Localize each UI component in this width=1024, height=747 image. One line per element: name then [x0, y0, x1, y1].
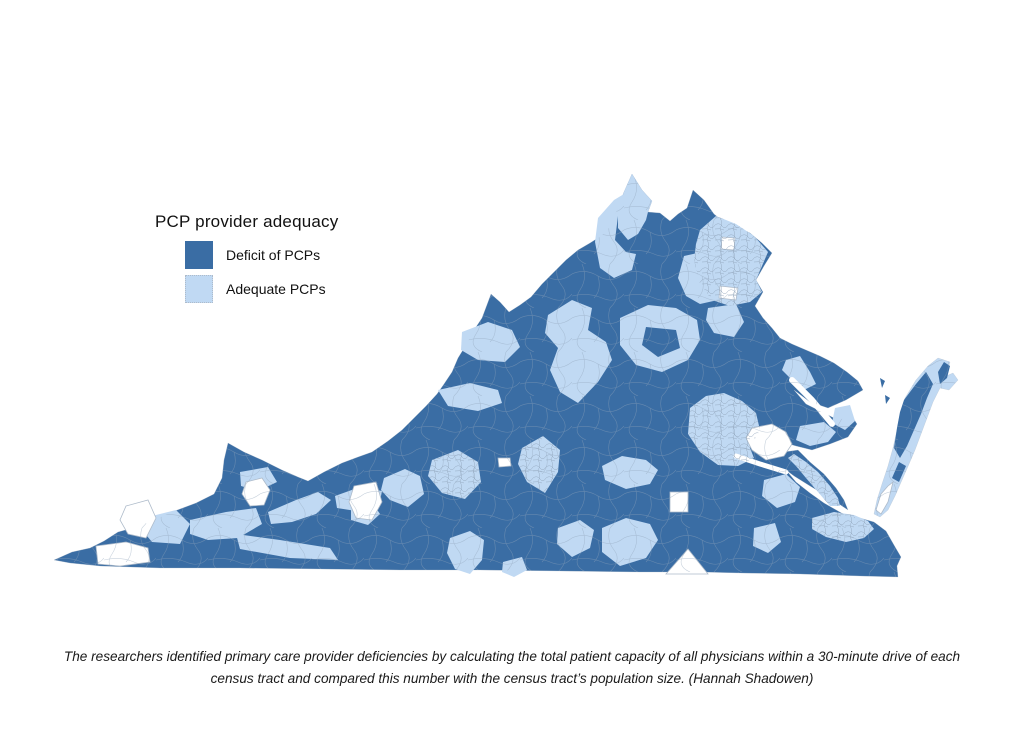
- deficit-color-swatch: [185, 241, 213, 269]
- legend-item-deficit: Deficit of PCPs: [185, 241, 338, 269]
- adequate-color-swatch: [185, 275, 213, 303]
- figure-caption: The researchers identified primary care …: [63, 649, 961, 686]
- eastern-shore: [873, 357, 959, 518]
- legend-item-label: Adequate PCPs: [226, 281, 326, 297]
- legend-title: PCP provider adequacy: [155, 212, 339, 231]
- chesapeake-islands: [880, 378, 890, 404]
- legend-item-label: Deficit of PCPs: [226, 247, 321, 263]
- legend-item-adequate: Adequate PCPs: [185, 275, 338, 303]
- map-legend: PCP provider adequacy Deficit of PCPs Ad…: [155, 212, 338, 309]
